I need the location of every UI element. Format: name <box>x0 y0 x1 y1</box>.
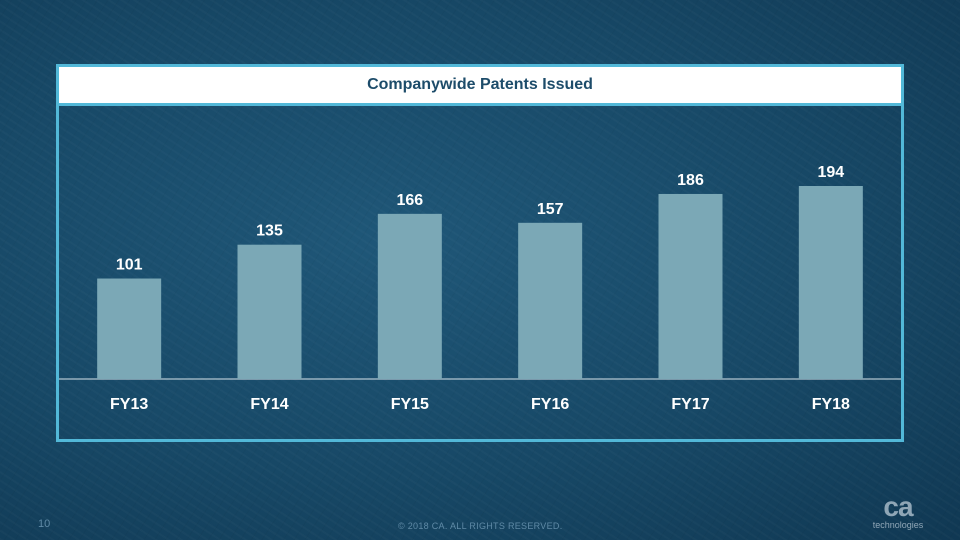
x-tick-label-fy14: FY14 <box>250 396 288 413</box>
data-label-fy15: 166 <box>396 192 423 209</box>
data-label-fy13: 101 <box>116 257 143 274</box>
bar-chart-plot: 101 FY13 135 FY14 166 FY15 157 FY16 186 FY17 194 FY… <box>59 164 901 413</box>
bar-fy13 <box>97 278 162 379</box>
chart-title-bar: Companywide Patents Issued <box>59 67 901 106</box>
data-label-fy18: 194 <box>817 164 844 181</box>
chart-frame: Companywide Patents Issued 101 FY13 135 FY1… <box>56 64 904 442</box>
x-tick-label-fy17: FY17 <box>671 396 709 413</box>
page-number: 10 <box>38 518 51 530</box>
bar-fy14 <box>237 244 302 379</box>
bar-fy15 <box>377 213 442 379</box>
x-tick-label-fy15: FY15 <box>391 396 429 413</box>
logo-subtext: technologies <box>872 520 924 530</box>
x-tick-label-fy13: FY13 <box>110 396 148 413</box>
data-label-fy14: 135 <box>256 223 283 240</box>
bar-fy18 <box>798 186 863 379</box>
bar-fy17 <box>658 193 723 379</box>
x-tick-label-fy18: FY18 <box>812 396 850 413</box>
chart-title: Companywide Patents Issued <box>367 76 593 93</box>
x-tick-label-fy16: FY16 <box>531 396 569 413</box>
data-label-fy17: 186 <box>677 172 704 189</box>
logo-mark: ca <box>883 491 913 522</box>
data-label-fy16: 157 <box>537 201 564 218</box>
bar-fy16 <box>518 222 583 379</box>
copyright-text: © 2018 CA. ALL RIGHTS RESERVED. <box>398 521 563 531</box>
company-logo: ca technologies <box>862 492 934 538</box>
